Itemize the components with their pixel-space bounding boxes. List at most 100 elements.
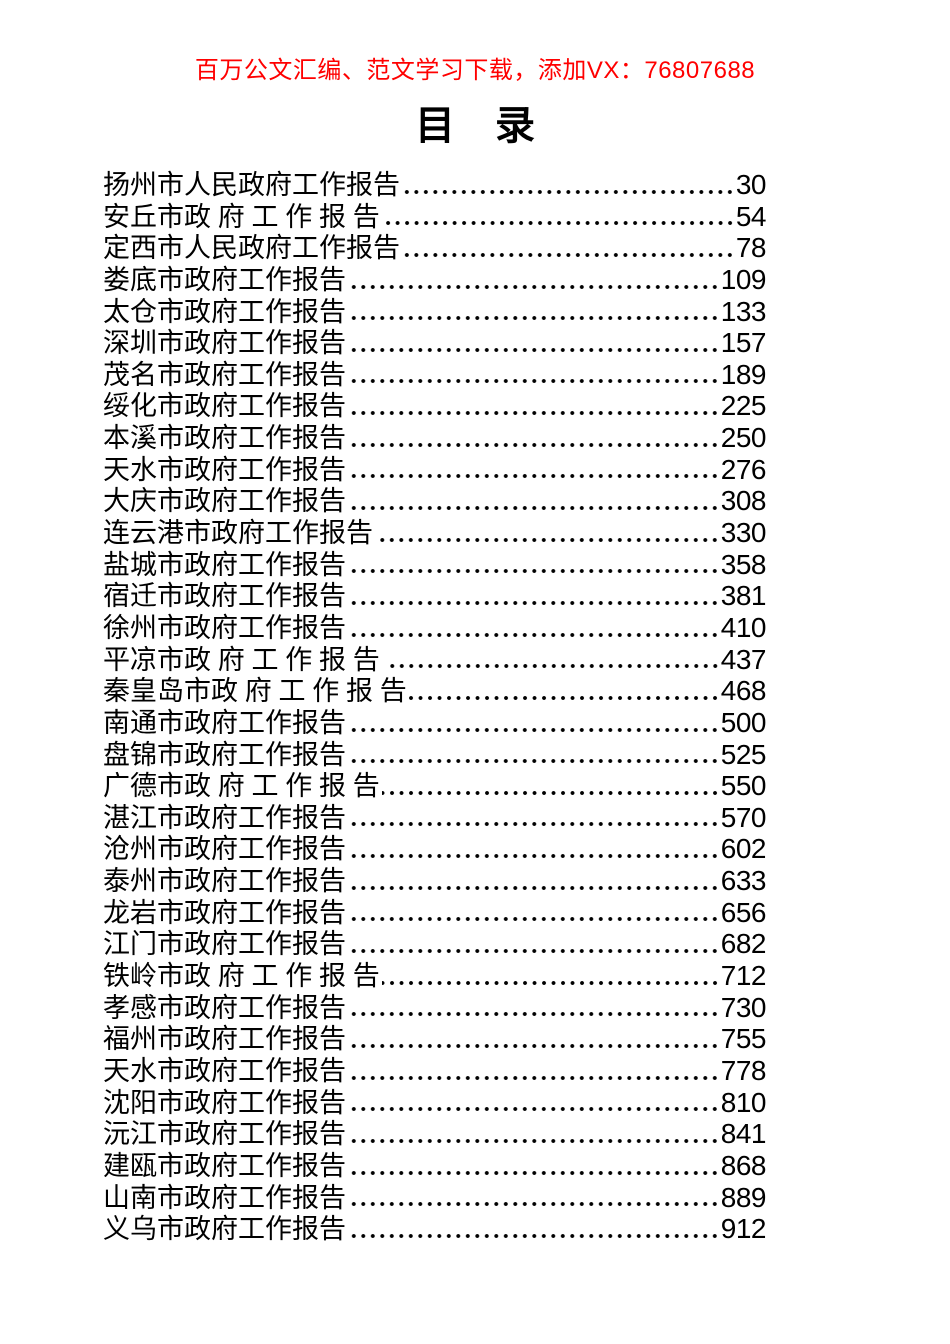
- toc-entry-page: 602: [720, 833, 767, 865]
- toc-entry[interactable]: 铁岭市政 府 工 作 报 告 712: [103, 960, 767, 992]
- toc-entry[interactable]: 沧州市政府工作报告 602: [103, 833, 767, 865]
- toc-entry[interactable]: 天水市政府工作报告 778: [103, 1054, 767, 1087]
- toc-entry-title: 沅江市政府工作报告: [103, 1119, 346, 1150]
- toc-entry[interactable]: 盘锦市政府工作报告 525: [103, 739, 767, 771]
- toc-entry[interactable]: 沈阳市政府工作报告 810: [103, 1086, 767, 1119]
- toc-entry-page: 225: [720, 390, 767, 422]
- toc-entry[interactable]: 安丘市政 府 工 作 报 告 54: [103, 200, 767, 233]
- toc-entry[interactable]: 盐城市政府工作报告 358: [103, 548, 767, 581]
- dot-leader: [348, 819, 720, 830]
- toc-entry-page: 276: [720, 453, 767, 485]
- dot-leader: [348, 1199, 720, 1210]
- toc-entry[interactable]: 平凉市政 府 工 作 报 告 437: [103, 643, 767, 676]
- toc-entry[interactable]: 泰州市政府工作报告 633: [103, 865, 767, 897]
- toc-entry[interactable]: 义乌市政府工作报告 912: [103, 1213, 767, 1245]
- toc-entry[interactable]: 南通市政府工作报告 500: [103, 706, 767, 739]
- toc-entry[interactable]: 天水市政府工作报告 276: [103, 453, 767, 486]
- toc-entry-page: 550: [720, 770, 767, 802]
- toc-entry[interactable]: 扬州市人民政府工作报告 30: [103, 169, 767, 201]
- dot-leader: [348, 597, 720, 608]
- toc-entry-page: 410: [720, 611, 767, 643]
- toc-entry[interactable]: 宿迁市政府工作报告 381: [103, 580, 767, 612]
- toc-entry[interactable]: 湛江市政府工作报告 570: [103, 801, 767, 834]
- dot-leader: [348, 313, 720, 324]
- dot-leader: [348, 724, 720, 735]
- toc-entry-title: 安丘市政 府 工 作 报 告: [103, 201, 380, 232]
- dot-leader: [348, 1230, 720, 1241]
- dot-leader: [348, 376, 720, 387]
- toc-entry-title: 深圳市政府工作报告: [103, 328, 346, 359]
- toc-entry-page: 912: [720, 1213, 767, 1245]
- dot-leader: [348, 756, 720, 767]
- toc-entry-title: 福州市政府工作报告: [103, 1024, 346, 1055]
- toc-entry[interactable]: 龙岩市政府工作报告 656: [103, 897, 767, 929]
- toc-entry-title: 大庆市政府工作报告: [103, 486, 346, 517]
- toc-entry-page: 778: [720, 1054, 767, 1086]
- dot-leader: [348, 471, 720, 482]
- toc-entry[interactable]: 连云港市政府工作报告 330: [103, 517, 767, 549]
- toc-entry[interactable]: 茂名市政府工作报告 189: [103, 358, 767, 391]
- toc-entry-title: 铁岭市政 府 工 作 报 告: [103, 961, 380, 992]
- toc-entry[interactable]: 山南市政府工作报告 889: [103, 1182, 767, 1214]
- toc-entry[interactable]: 广德市政 府 工 作 报 告 550: [103, 770, 767, 802]
- toc-entry-page: 468: [720, 675, 767, 707]
- promo-banner: 百万公文汇编、范文学习下载，添加VX：76807688: [194, 57, 756, 84]
- toc-entry[interactable]: 绥化市政府工作报告 225: [103, 390, 767, 422]
- toc-entry-title: 秦皇岛市政 府 工 作 报 告: [103, 676, 407, 707]
- toc-entry-page: 358: [720, 548, 767, 580]
- toc-entry-title: 绥化市政府工作报告: [103, 391, 346, 422]
- toc-entry-title: 徐州市政府工作报告: [103, 612, 346, 643]
- toc-entry[interactable]: 江门市政府工作报告 682: [103, 928, 767, 960]
- toc-list: 扬州市人民政府工作报告 30 安丘市政 府 工 作 报 告 54 定西市人民政府…: [103, 169, 767, 1245]
- toc-entry-page: 157: [720, 327, 767, 359]
- dot-leader: [348, 1040, 720, 1051]
- toc-entry[interactable]: 定西市人民政府工作报告 78: [103, 232, 767, 264]
- toc-entry-title: 天水市政府工作报告: [103, 1055, 346, 1086]
- toc-entry-page: 633: [720, 865, 767, 897]
- toc-entry-title: 义乌市政府工作报告: [103, 1214, 346, 1245]
- toc-entry-page: 810: [720, 1086, 767, 1118]
- dot-leader: [375, 534, 720, 545]
- toc-entry[interactable]: 沅江市政府工作报告 841: [103, 1118, 767, 1150]
- toc-entry-page: 730: [720, 991, 767, 1023]
- toc-entry-title: 盘锦市政府工作报告: [103, 739, 346, 770]
- toc-entry[interactable]: 娄底市政府工作报告 109: [103, 264, 767, 296]
- toc-entry[interactable]: 本溪市政府工作报告 250: [103, 422, 767, 454]
- dot-leader: [348, 503, 720, 514]
- toc-entry-title: 扬州市人民政府工作报告: [103, 170, 400, 200]
- dot-leader: [381, 787, 720, 798]
- dot-leader: [348, 1167, 720, 1178]
- toc-entry[interactable]: 深圳市政府工作报告 157: [103, 327, 767, 359]
- dot-leader: [348, 946, 720, 957]
- dot-leader: [381, 218, 735, 229]
- toc-entry-page: 500: [720, 706, 767, 738]
- toc-entry-page: 437: [720, 643, 767, 675]
- toc-entry[interactable]: 秦皇岛市政 府 工 作 报 告 468: [103, 675, 767, 707]
- toc-entry[interactable]: 福州市政府工作报告 755: [103, 1023, 767, 1055]
- toc-entry[interactable]: 太仓市政府工作报告 133: [103, 296, 767, 328]
- toc-title: 目 录: [415, 103, 535, 148]
- toc-entry-page: 54: [735, 200, 767, 232]
- toc-entry[interactable]: 徐州市政府工作报告 410: [103, 611, 767, 644]
- toc-entry[interactable]: 大庆市政府工作报告 308: [103, 485, 767, 517]
- toc-entry-page: 381: [720, 580, 767, 612]
- toc-entry-title: 广德市政 府 工 作 报 告: [103, 771, 380, 802]
- toc-entry-title: 本溪市政府工作报告: [103, 423, 346, 454]
- toc-entry-title: 泰州市政府工作报告: [103, 866, 346, 897]
- toc-entry-title: 茂名市政府工作报告: [103, 359, 346, 390]
- toc-entry-title: 沧州市政府工作报告: [103, 834, 346, 865]
- dot-leader: [348, 629, 720, 640]
- toc-entry-page: 570: [720, 801, 767, 833]
- toc-entry-title: 天水市政府工作报告: [103, 454, 346, 485]
- toc-entry-page: 755: [720, 1023, 767, 1055]
- dot-leader: [348, 914, 720, 925]
- toc-entry[interactable]: 孝感市政府工作报告 730: [103, 991, 767, 1024]
- toc-entry-title: 宿迁市政府工作报告: [103, 581, 346, 612]
- dot-leader: [348, 566, 720, 577]
- dot-leader: [348, 439, 720, 450]
- toc-entry-page: 189: [720, 358, 767, 390]
- toc-entry-title: 山南市政府工作报告: [103, 1182, 346, 1213]
- dot-leader: [381, 977, 720, 988]
- toc-entry[interactable]: 建瓯市政府工作报告 868: [103, 1150, 767, 1182]
